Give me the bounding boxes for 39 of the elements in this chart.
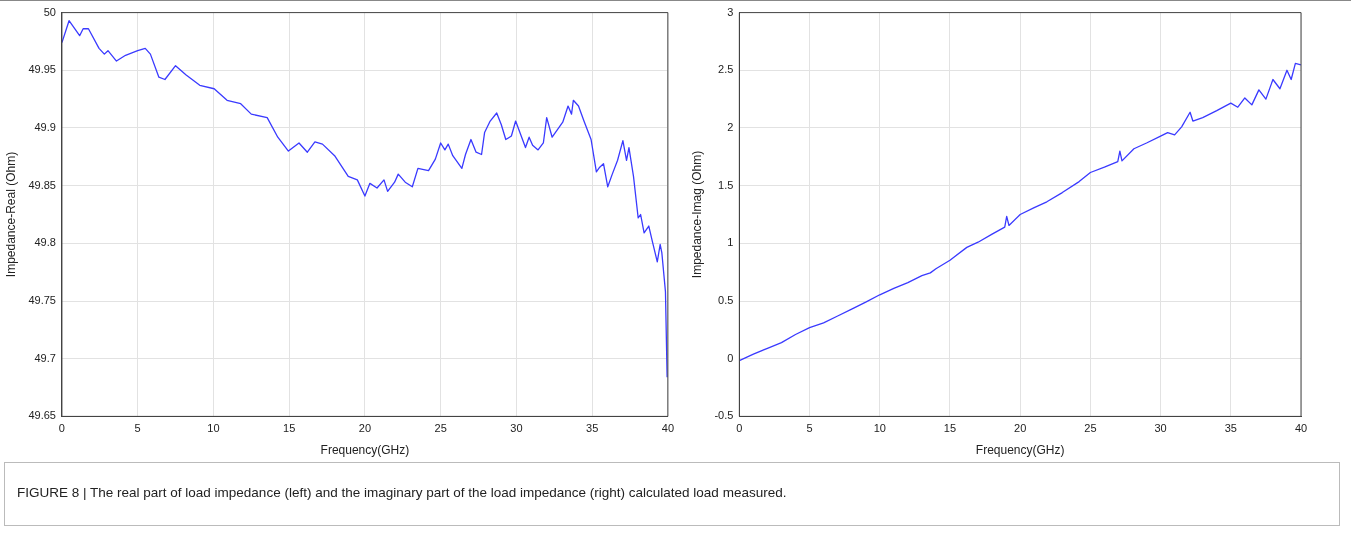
x-tick-label: 10: [207, 422, 220, 435]
y-tick-label: 49.65: [28, 409, 56, 422]
x-tick-label: 10: [873, 422, 886, 435]
y-tick-label: 49.9: [34, 121, 56, 133]
y-tick-label: 2.5: [718, 63, 734, 76]
x-tick-label: 5: [134, 422, 141, 435]
y-tick-label: 0: [727, 351, 734, 364]
x-tick-label: 20: [358, 422, 372, 435]
y-axis-title: Impedance-Imag (Ohm): [689, 150, 704, 279]
x-tick-label: 5: [806, 422, 813, 435]
x-axis-title: Frequency(GHz): [975, 443, 1065, 458]
x-tick-label: 40: [1294, 422, 1308, 435]
y-tick-label: 49.7: [34, 351, 56, 364]
y-tick-label: 50: [43, 5, 56, 18]
x-tick-label: 15: [943, 422, 957, 435]
y-axis-title: Impedance-Real (Ohm): [3, 151, 18, 278]
y-tick-label: 2: [727, 121, 734, 133]
x-tick-label: 35: [1224, 422, 1237, 435]
y-tick-label: 49.75: [28, 294, 56, 307]
x-tick-label: 25: [434, 422, 447, 435]
x-tick-label: 20: [1014, 422, 1027, 435]
x-tick-label: 40: [661, 422, 675, 435]
x-tick-label: 35: [586, 422, 599, 435]
x-tick-label: 30: [1154, 422, 1167, 435]
y-tick-label: 49.85: [28, 178, 56, 191]
x-tick-label: 0: [736, 422, 743, 435]
y-tick-label: 3: [727, 5, 734, 18]
y-tick-label: 49.95: [28, 63, 56, 76]
y-tick-label: -0.5: [714, 409, 734, 422]
x-tick-label: 0: [58, 422, 65, 435]
x-tick-label: 30: [510, 422, 523, 435]
x-axis-title: Frequency(GHz): [320, 443, 410, 458]
caption: FIGURE 8 | The real part of load impedance (left) and the imaginary part of the load impedance (right) calculated load measured.: [4, 462, 1340, 526]
x-tick-label: 15: [283, 422, 296, 435]
y-tick-label: 1.5: [718, 178, 734, 191]
x-tick-label: 25: [1084, 422, 1097, 435]
y-tick-label: 49.8: [34, 236, 56, 249]
y-tick-label: 0.5: [718, 294, 734, 307]
y-tick-label: 1: [727, 236, 734, 249]
